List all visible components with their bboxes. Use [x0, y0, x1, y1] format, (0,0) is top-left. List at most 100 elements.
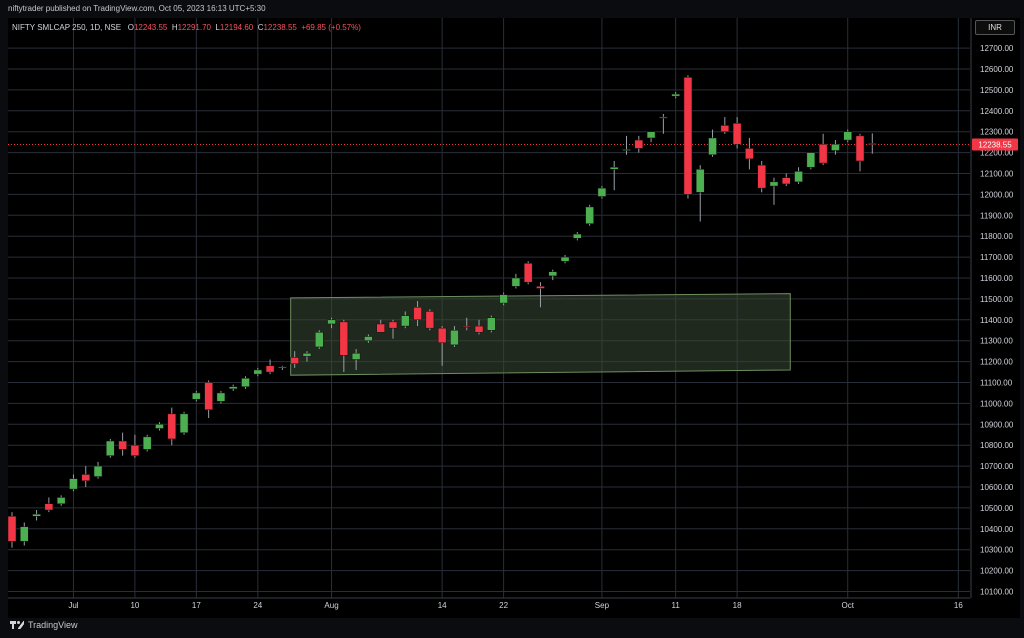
candle-body-up: [93, 465, 103, 477]
y-tick-label: 11900.00: [980, 211, 1013, 220]
y-tick-label: 11500.00: [980, 295, 1013, 304]
candle: [216, 390, 226, 404]
candle-body-up: [450, 330, 459, 346]
candle-body-down: [425, 311, 435, 329]
candle: [290, 351, 299, 368]
candle-body-up: [695, 169, 705, 193]
candle: [167, 407, 177, 446]
candle-body-up: [573, 233, 582, 239]
candle: [118, 432, 127, 456]
candle: [376, 319, 385, 333]
candle: [622, 135, 631, 155]
candle: [843, 129, 852, 143]
candle: [855, 133, 865, 172]
candle-body-up: [499, 294, 508, 304]
candle: [278, 365, 287, 370]
candle-body-down: [290, 357, 299, 364]
candle: [327, 317, 336, 329]
candle-body-down: [118, 440, 127, 450]
candle: [585, 204, 594, 226]
candle: [155, 422, 164, 431]
candle: [425, 309, 435, 331]
candle-body-down: [44, 503, 54, 511]
y-tick-label: 10400.00: [980, 525, 1014, 534]
candle: [413, 300, 422, 327]
candle: [659, 113, 668, 134]
candle-body-up: [843, 131, 852, 141]
ohlc-legend: NIFTY SMLCAP 250, 1D, NSE O12243.55 H122…: [12, 23, 361, 32]
high-value: 12291.70: [177, 23, 211, 32]
candle-body-down: [757, 164, 766, 189]
x-tick-label: 16: [954, 601, 963, 610]
candle: [228, 384, 238, 391]
candle: [806, 152, 816, 170]
last-price-label: 12238.55: [978, 141, 1012, 150]
candle-body-down: [388, 321, 398, 329]
candle: [7, 512, 17, 548]
candle-body-up: [622, 149, 631, 151]
candle-body-up: [646, 131, 656, 139]
y-tick-label: 10900.00: [980, 420, 1014, 429]
candle-body-up: [56, 497, 66, 504]
candle: [56, 495, 66, 506]
candle-body-down: [167, 413, 177, 440]
currency-button[interactable]: INR: [975, 20, 1015, 35]
x-tick-label: Jul: [68, 601, 78, 610]
candle: [511, 273, 521, 289]
y-tick-label: 10800.00: [980, 441, 1014, 450]
close-label: C: [257, 23, 264, 32]
candle-body-up: [364, 336, 373, 341]
candle-body-down: [818, 143, 828, 164]
candle: [20, 522, 29, 546]
candle: [745, 137, 754, 170]
y-tick-label: 12300.00: [980, 128, 1014, 137]
change-value: +69.85 (+0.57%): [301, 23, 361, 32]
x-tick-label: Oct: [841, 601, 854, 610]
candle: [868, 133, 877, 154]
x-tick-label: 24: [253, 601, 262, 610]
candle-body-up: [106, 440, 115, 456]
x-tick-label: 18: [733, 601, 742, 610]
candle: [241, 376, 250, 389]
y-tick-label: 12500.00: [980, 86, 1014, 95]
candle-body-down: [204, 382, 213, 410]
candle: [388, 319, 398, 339]
candle: [32, 509, 41, 521]
candle: [81, 466, 90, 487]
candle: [683, 75, 693, 199]
candle-body-down: [130, 444, 140, 456]
candle-body-down: [523, 263, 533, 283]
x-tick-label: 14: [438, 601, 447, 610]
candle: [536, 282, 545, 308]
candle-body-down: [634, 139, 644, 149]
y-tick-label: 11100.00: [980, 379, 1013, 388]
candle-body-up: [351, 352, 361, 360]
y-tick-label: 12200.00: [980, 149, 1014, 158]
y-tick-label: 10300.00: [980, 546, 1014, 555]
candle-body-down: [536, 286, 545, 289]
y-tick-label: 10200.00: [980, 567, 1014, 576]
low-label: L: [215, 23, 220, 32]
candle-body-down: [782, 177, 791, 185]
candle-body-up: [69, 478, 78, 490]
candle-body-up: [241, 378, 250, 387]
candle: [339, 319, 349, 373]
candle-body-down: [732, 123, 742, 145]
candle: [831, 140, 840, 155]
candle: [93, 461, 103, 479]
candle: [44, 497, 54, 513]
y-tick-label: 11200.00: [980, 358, 1013, 367]
candle-body-down: [437, 327, 447, 344]
candle: [548, 269, 558, 281]
candle-body-up: [831, 143, 840, 151]
candle: [315, 330, 324, 350]
candle-body-up: [708, 137, 717, 155]
candle-body-up: [671, 93, 680, 97]
candle-body-up: [228, 386, 238, 390]
candle: [265, 359, 275, 375]
y-tick-label: 11800.00: [980, 232, 1013, 241]
candle-body-up: [253, 369, 263, 375]
candle: [634, 135, 644, 153]
candle-body-up: [609, 166, 619, 170]
